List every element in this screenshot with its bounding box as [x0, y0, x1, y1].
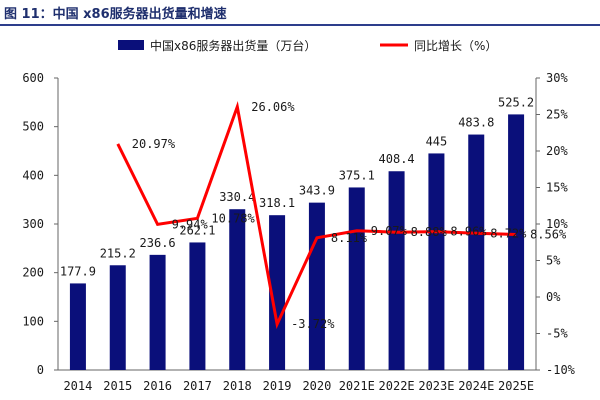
bar-data-label: 236.6 [140, 236, 176, 250]
bar-data-label: 483.8 [458, 116, 494, 130]
y-right-tick-label: 15% [546, 181, 568, 195]
y-right-tick-label: -10% [546, 363, 576, 377]
bar [348, 187, 365, 370]
line-data-label: 9.94% [172, 217, 209, 231]
y-left-tick-label: 200 [22, 266, 44, 280]
y-left-tick-label: 600 [22, 71, 44, 85]
line-data-label: 9.07% [371, 224, 408, 238]
x-tick-label: 2016 [143, 379, 172, 393]
line-data-label: 8.72% [490, 226, 527, 240]
line-data-label: 8.88% [411, 225, 448, 239]
x-tick-label: 2020 [302, 379, 331, 393]
y-left-tick-label: 400 [22, 168, 44, 182]
y-left-tick-label: 300 [22, 217, 44, 231]
x-tick-label: 2024E [458, 379, 494, 393]
x-tick-label: 2022E [379, 379, 415, 393]
bar-data-label: 330.4 [219, 190, 255, 204]
bar-data-label: 343.9 [299, 184, 335, 198]
bar [269, 215, 286, 370]
x-tick-label: 2015 [103, 379, 132, 393]
y-right-tick-label: 25% [546, 108, 568, 122]
y-right-tick-label: 5% [546, 254, 561, 268]
legend-line-label: 同比增长（%） [414, 39, 497, 53]
line-data-label: 8.96% [450, 225, 487, 239]
bar-data-label: 375.1 [339, 168, 375, 182]
bar [468, 134, 485, 370]
y-right-tick-label: -5% [546, 327, 568, 341]
bar [388, 171, 405, 370]
bar-data-label: 408.4 [379, 152, 415, 166]
bar-data-label: 318.1 [259, 196, 295, 210]
bar-data-label: 177.9 [60, 264, 96, 278]
bar [69, 283, 86, 370]
y-left-tick-label: 500 [22, 120, 44, 134]
title-divider [0, 24, 600, 26]
bar-data-label: 215.2 [100, 246, 136, 260]
x-tick-label: 2021E [339, 379, 375, 393]
x-tick-label: 2017 [183, 379, 212, 393]
x-tick-label: 2023E [418, 379, 454, 393]
bar-data-label: 445 [426, 134, 448, 148]
bar [508, 114, 525, 370]
bar [229, 209, 246, 370]
legend-bar-label: 中国x86服务器出货量（万台） [150, 38, 316, 53]
y-left-tick-label: 0 [37, 363, 44, 377]
y-right-tick-label: 20% [546, 144, 568, 158]
y-right-tick-label: 0% [546, 290, 561, 304]
y-right-tick-label: 10% [546, 217, 568, 231]
line-data-label: -3.72% [291, 317, 335, 331]
line-data-label: 26.06% [251, 100, 295, 114]
bar [149, 254, 166, 370]
bar [428, 153, 445, 370]
bar-data-label: 262.1 [179, 223, 215, 237]
y-left-tick-label: 100 [22, 314, 44, 328]
bar-data-label: 525.2 [498, 95, 534, 109]
line-data-label: 8.56% [530, 228, 567, 242]
legend-bar-swatch [118, 40, 144, 50]
growth-line [116, 101, 517, 330]
x-tick-label: 2014 [63, 379, 92, 393]
bar [109, 265, 126, 370]
y-right-tick-label: 30% [546, 71, 568, 85]
figure-title: 图 11：中国 x86服务器出货量和增速 [4, 7, 227, 22]
x-tick-label: 2025E [498, 379, 534, 393]
line-data-label: 20.97% [132, 137, 176, 151]
line-data-label: 8.11% [331, 231, 368, 245]
bar [189, 242, 206, 370]
x-tick-label: 2018 [223, 379, 252, 393]
x-tick-label: 2019 [263, 379, 292, 393]
bar [308, 202, 325, 370]
line-data-label: 10.78% [211, 211, 255, 225]
